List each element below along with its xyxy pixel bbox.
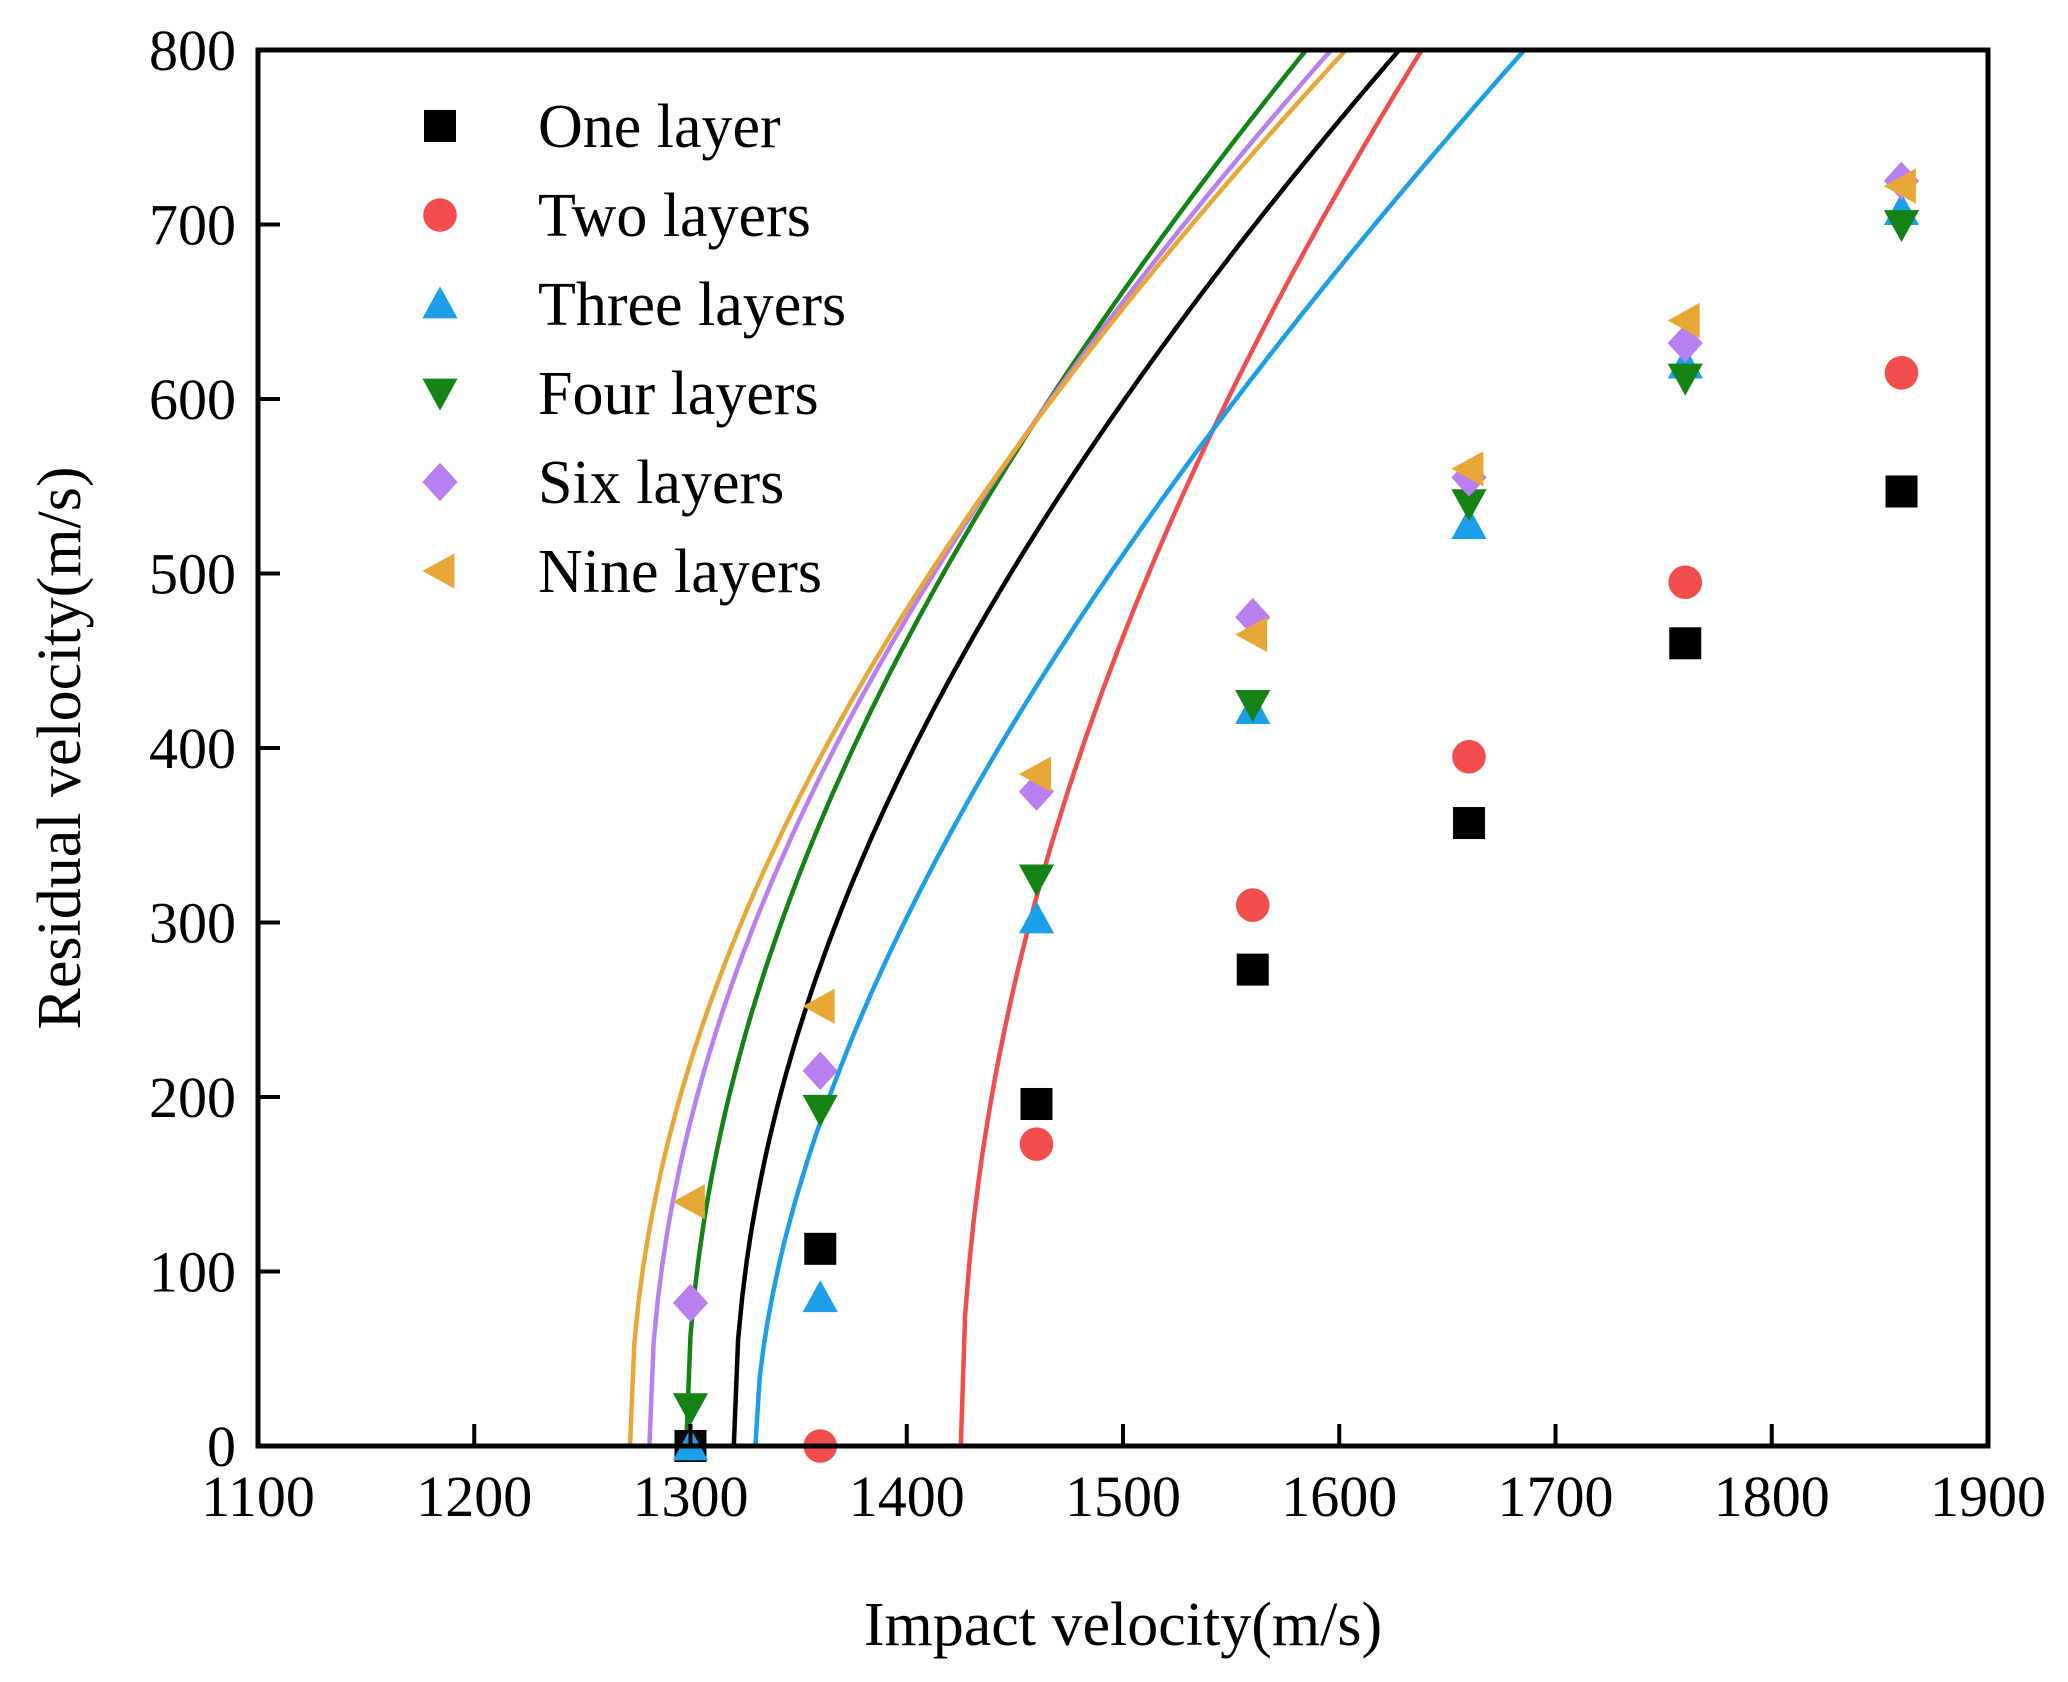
fit-curve-one-layer [731,50,1403,1446]
y-tick-label: 200 [149,1065,236,1130]
point-one-layer [804,1232,837,1265]
fit-curve-six-layers [647,50,1335,1446]
legend-label-two-layers: Two layers [538,182,811,250]
x-tick-label: 1900 [1930,1464,2046,1529]
legend-marker-four-layers [422,378,458,411]
x-axis: 1100 1200 1300 1400 1500 1600 1700 1800 1900 [201,1424,2046,1529]
y-tick-label: 100 [149,1240,236,1305]
y-tick-label: 500 [149,542,236,607]
point-four-layers [1235,689,1271,722]
point-four-layers [1451,489,1487,522]
x-tick-label: 1400 [849,1464,965,1529]
x-tick-label: 1100 [201,1464,315,1529]
legend: One layer Two layers Three layers Four laye… [422,93,846,606]
point-six-layers [1018,772,1055,811]
legend-label-three-layers: Three layers [538,271,846,339]
x-tick-label: 1800 [1714,1464,1830,1529]
y-tick-label: 800 [149,18,236,83]
legend-label-four-layers: Four layers [538,360,819,428]
y-tick-label: 400 [149,716,236,781]
point-nine-layers [672,1184,705,1220]
x-tick-label: 1600 [1281,1464,1397,1529]
legend-label-one-layer: One layer [538,93,781,161]
point-nine-layers [1018,756,1051,792]
fit-curve-two-layers [958,50,1425,1446]
x-tick-label: 1700 [1498,1464,1614,1529]
x-tick-label: 1500 [1065,1464,1181,1529]
point-two-layers [1452,739,1486,774]
point-two-layers [1235,888,1270,922]
point-four-layers [1667,363,1703,396]
fit-curves [627,50,1528,1446]
point-six-layers [1667,323,1703,363]
point-six-layers [1235,597,1271,637]
y-tick-label: 600 [149,367,236,432]
point-nine-layers [802,988,835,1024]
point-four-layers [802,1094,838,1127]
point-six-layers [672,1283,709,1323]
point-one-layer [1453,807,1485,840]
y-tick-label: 700 [149,193,236,258]
point-three-layers [1018,901,1055,934]
point-two-layers [1668,565,1703,600]
legend-marker-three-layers [422,286,458,319]
legend-marker-six-layers [422,462,458,502]
fit-curve-three-layers [753,50,1528,1446]
point-four-layers [672,1393,709,1426]
point-three-layers [1451,507,1487,540]
legend-marker-two-layers [423,198,457,232]
point-two-layers [1019,1127,1054,1161]
point-nine-layers [1667,302,1700,339]
point-one-layer [1669,627,1702,660]
point-six-layers [802,1051,838,1091]
y-tick-label: 300 [149,891,236,956]
x-tick-label: 1200 [416,1464,532,1529]
y-axis-title: Residual velocity(m/s) [26,466,94,1029]
x-tick-label: 1300 [633,1464,749,1529]
point-four-layers [1883,210,1920,243]
point-four-layers [1018,864,1055,897]
fit-curve-nine-layers [627,50,1349,1446]
legend-marker-one-layer [424,110,456,142]
point-three-layers [802,1280,838,1313]
legend-marker-nine-layers [422,553,455,589]
x-axis-title: Impact velocity(m/s) [864,1591,1382,1659]
y-axis: 0 100 200 300 400 500 600 700 800 [149,18,280,1479]
point-nine-layers [1883,168,1916,204]
point-one-layer [1885,475,1918,508]
point-two-layers [1884,356,1919,390]
point-nine-layers [1451,451,1484,487]
point-one-layer [1236,953,1269,986]
y-tick-label: 0 [207,1414,236,1479]
legend-label-nine-layers: Nine layers [538,538,822,606]
fit-curve-four-layers [683,50,1310,1446]
point-nine-layers [1235,616,1268,653]
legend-label-six-layers: Six layers [538,449,784,517]
point-one-layer [1020,1087,1053,1120]
